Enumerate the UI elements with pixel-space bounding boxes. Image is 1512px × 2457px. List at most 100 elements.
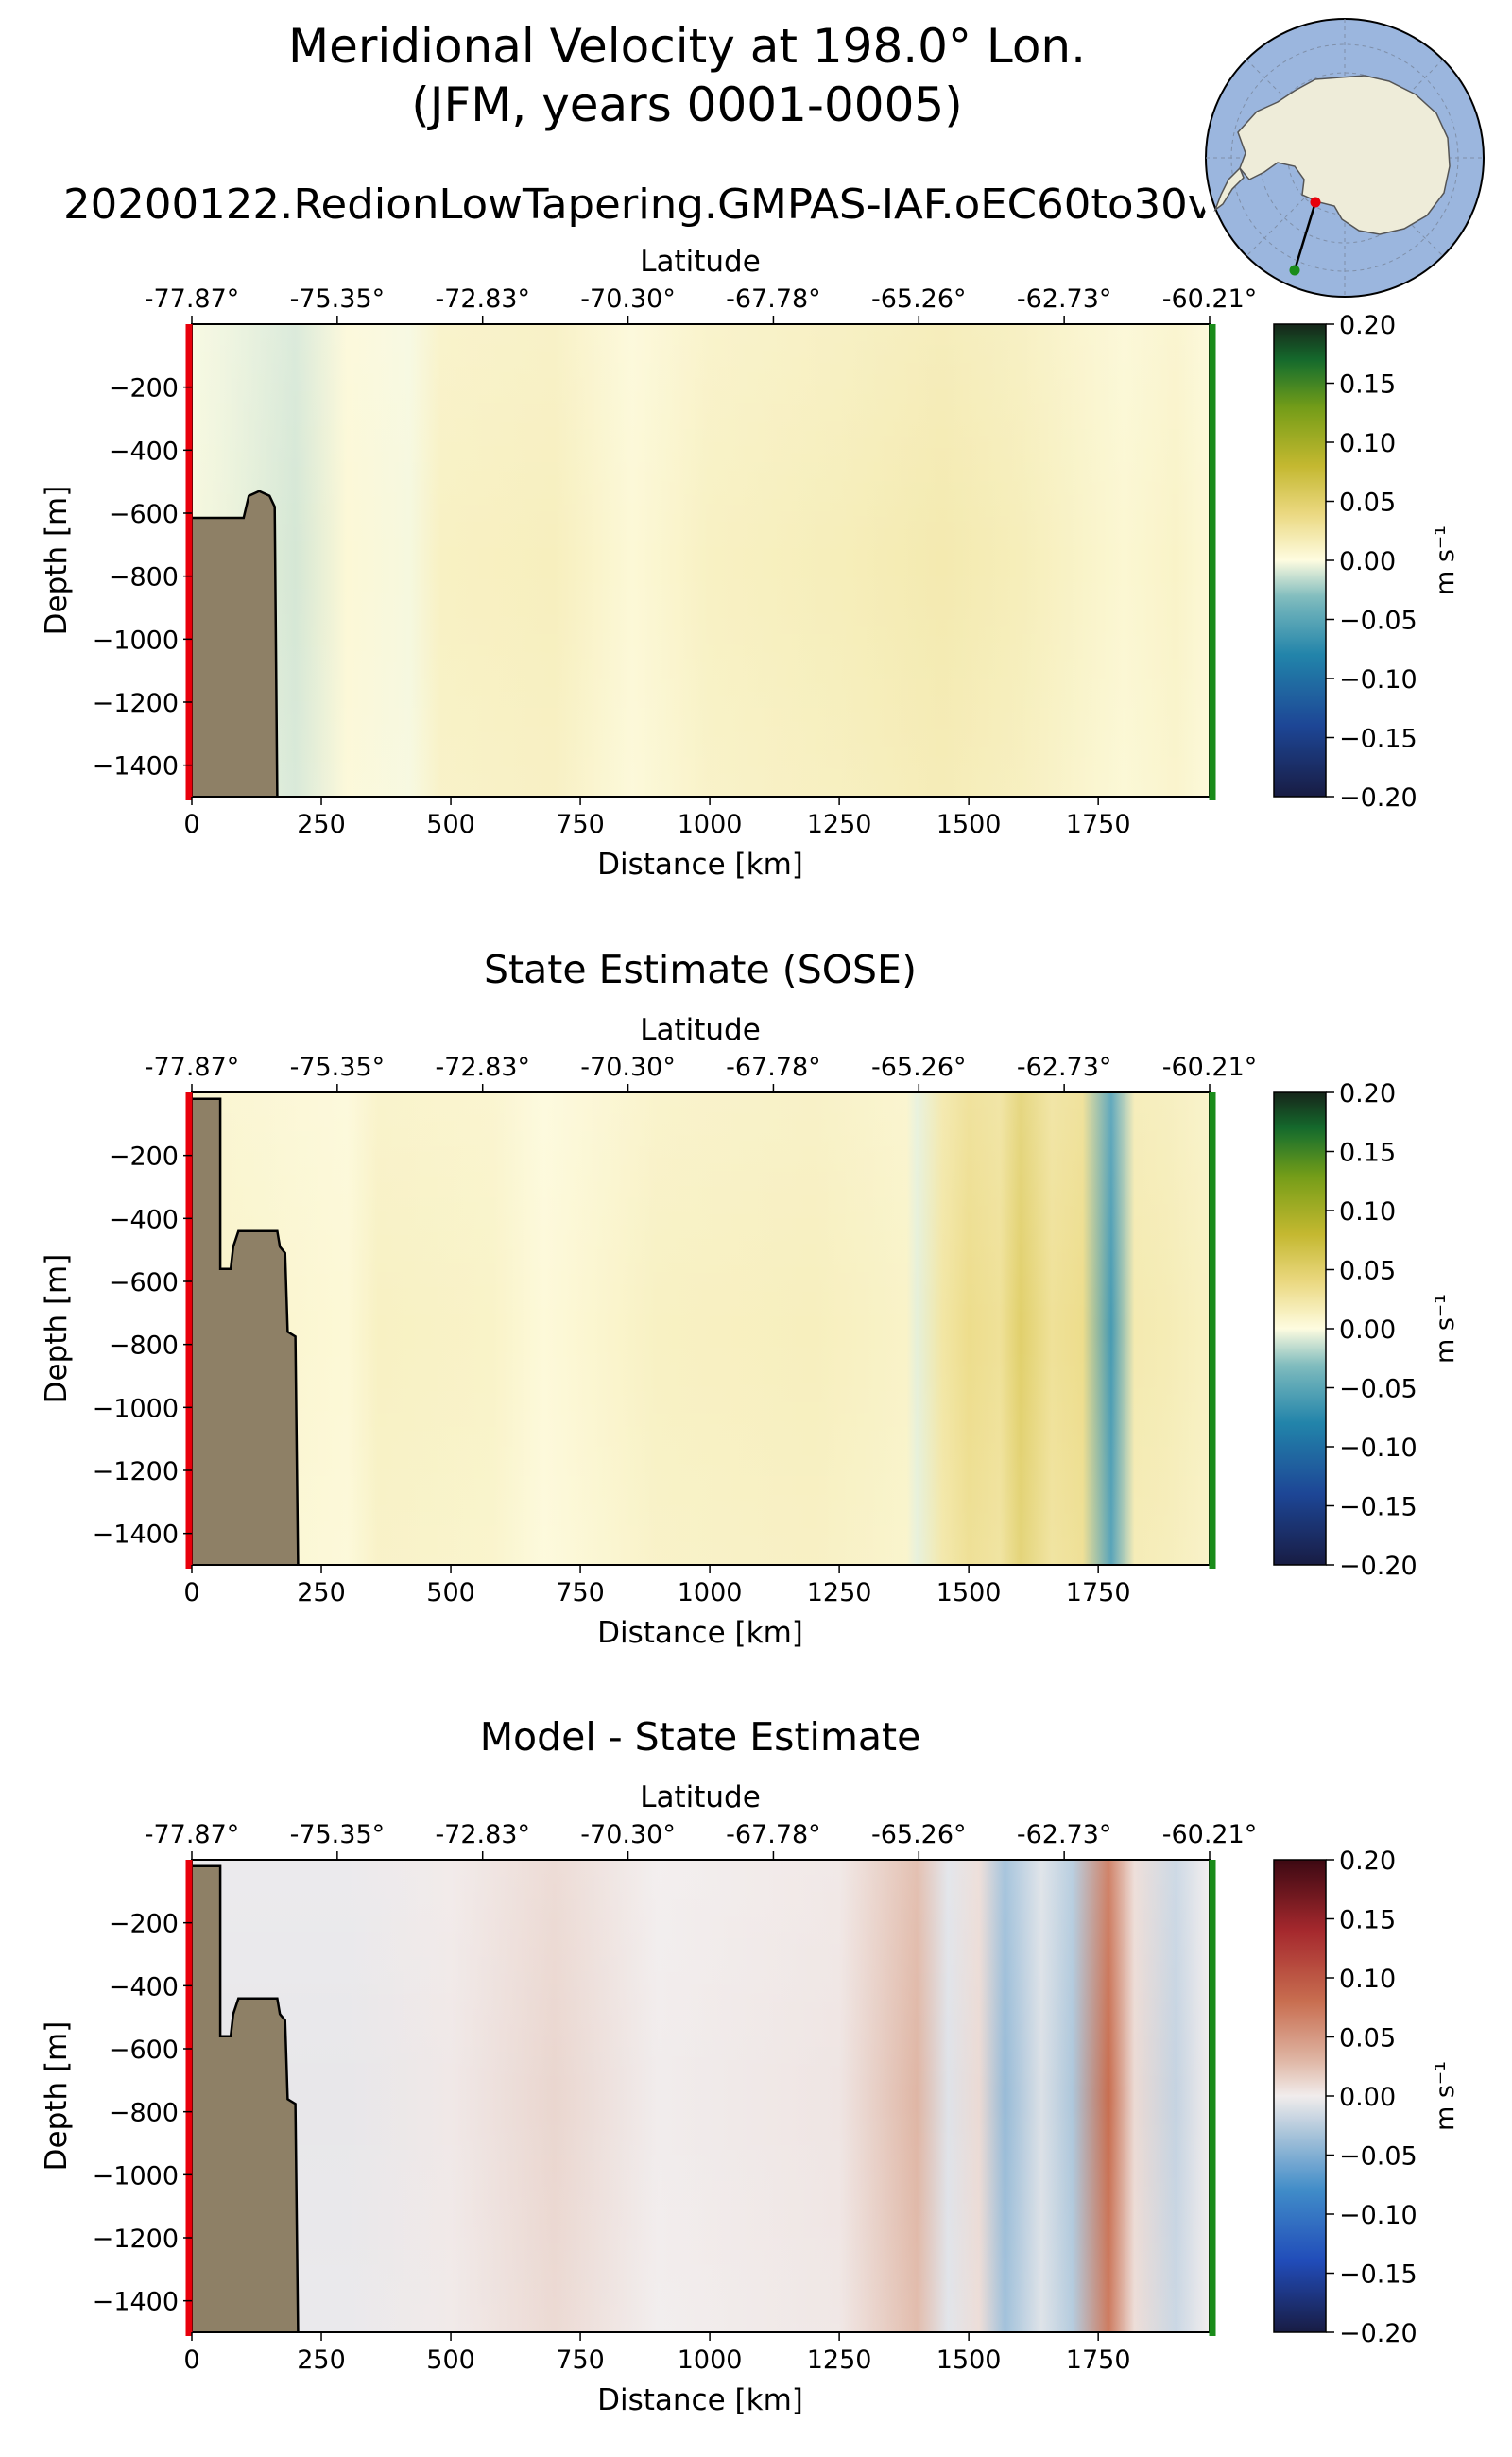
velocity-field-shading	[192, 324, 1210, 797]
y-tick-label: −200	[109, 1143, 179, 1172]
colorbar-tick-label: −0.20	[1339, 2319, 1418, 2348]
y-axis-label: Depth [m]	[40, 2021, 74, 2172]
x-tick-label: 750	[556, 1578, 605, 1607]
colorbar: 0.20 0.15 0.10 0.05 0.00 −0.05 −0.10 −0.15 −0.20…	[1273, 1847, 1460, 2348]
bathymetry-outline	[192, 490, 279, 798]
colorbar: 0.20 0.15 0.10 0.05 0.00 −0.05 −0.10 −0.15 −0.20…	[1273, 311, 1460, 813]
latitude-tick-label: -65.26°	[871, 1053, 967, 1082]
transect-start-marker	[1310, 197, 1321, 208]
x-axis-label: Distance [km]	[597, 2383, 803, 2417]
colorbar-tick-label: 0.00	[1339, 547, 1396, 576]
panel-title: Model - State Estimate	[480, 1714, 921, 1760]
y-axis-label: Depth [m]	[40, 486, 74, 636]
y-tick-label: −800	[109, 563, 179, 593]
x-tick-label: 1000	[678, 1578, 743, 1607]
latitude-axis-label: Latitude	[640, 245, 761, 279]
bathymetry-outline	[192, 1097, 300, 1566]
x-tick-label: 1750	[1066, 2345, 1131, 2375]
latitude-tick-label: -62.73°	[1017, 1053, 1112, 1082]
panel-title: State Estimate (SOSE)	[484, 947, 917, 992]
x-tick-label: 1250	[807, 810, 872, 839]
x-tick-label: 1750	[1066, 1578, 1131, 1607]
colorbar-tick-label: 0.05	[1339, 489, 1396, 518]
x-tick-label: 250	[297, 810, 346, 839]
inset-map	[1195, 9, 1494, 307]
colorbar-tick-label: 0.15	[1339, 370, 1396, 400]
latitude-tick-label: -65.26°	[871, 284, 967, 314]
latitude-tick-label: -72.83°	[435, 1820, 530, 1849]
y-tick-label: −600	[109, 500, 179, 529]
colorbar-tick-label: 0.15	[1339, 1139, 1396, 1168]
colorbar: 0.20 0.15 0.10 0.05 0.00 −0.05 −0.10 −0.15 −0.20…	[1273, 1079, 1460, 1581]
bathymetry	[192, 324, 278, 797]
colorbar-tick-label: 0.10	[1339, 1197, 1396, 1227]
bathymetry-outline	[192, 1864, 300, 2333]
y-tick-label: −400	[109, 437, 179, 466]
latitude-tick-label: -72.83°	[435, 1053, 530, 1082]
x-tick-label: 0	[183, 2345, 199, 2375]
colorbar-ramp	[1273, 1091, 1327, 1566]
latitude-tick-label: -60.21°	[1162, 1820, 1258, 1849]
y-tick-label: −1400	[93, 2288, 179, 2317]
colorbar-tick-label: −0.05	[1339, 1375, 1418, 1404]
latitude-tick-label: -65.26°	[871, 1820, 967, 1849]
colorbar-tick-label: 0.05	[1339, 1257, 1396, 1286]
latitude-axis-label: Latitude	[640, 1013, 761, 1047]
x-tick-label: 1750	[1066, 810, 1131, 839]
colorbar-tick-label: 0.00	[1339, 2083, 1396, 2112]
y-tick-label: −1400	[93, 1521, 179, 1550]
colorbar-tick-label: 0.20	[1339, 311, 1396, 340]
latitude-tick-label: -75.35°	[290, 284, 386, 314]
y-tick-label: −1200	[93, 1457, 179, 1486]
velocity-field-shading	[192, 1860, 1210, 2332]
x-tick-label: 250	[297, 2345, 346, 2375]
y-tick-label: −400	[109, 1205, 179, 1234]
y-tick-label: −1000	[93, 1394, 179, 1423]
colorbar-tick-label: 0.10	[1339, 1965, 1396, 1994]
colorbar-label: m s⁻¹	[1431, 525, 1460, 595]
velocity-field-shading	[192, 1092, 1210, 1565]
x-tick-label: 500	[426, 810, 475, 839]
colorbar-ramp	[1273, 323, 1327, 798]
y-tick-label: −600	[109, 1268, 179, 1297]
panel-3: Model - State Estimate 0 250 500 750 1000 1250…	[40, 1714, 1460, 2417]
colorbar-tick-label: −0.15	[1339, 725, 1418, 754]
latitude-axis-label: Latitude	[640, 1780, 761, 1814]
y-tick-label: −1400	[93, 752, 179, 782]
panels: 0 250 500 750 1000 1250 1500 1750 Distance [km] -…	[40, 245, 1460, 2417]
colorbar-tick-label: 0.20	[1339, 1079, 1396, 1108]
colorbar-tick-label: −0.10	[1339, 665, 1418, 695]
latitude-tick-label: -70.30°	[580, 1053, 676, 1082]
x-axis-label: Distance [km]	[597, 848, 803, 882]
x-tick-label: 1250	[807, 1578, 872, 1607]
colorbar-tick-label: −0.10	[1339, 1434, 1418, 1463]
latitude-tick-label: -62.73°	[1017, 1820, 1112, 1849]
y-tick-label: −1200	[93, 2225, 179, 2254]
y-tick-label: −600	[109, 2036, 179, 2065]
colorbar-tick-label: −0.05	[1339, 2142, 1418, 2172]
y-axis-label: Depth [m]	[40, 1254, 74, 1404]
panel-1: 0 250 500 750 1000 1250 1500 1750 Distance [km] -…	[40, 245, 1460, 882]
colorbar-tick-label: −0.20	[1339, 1552, 1418, 1581]
x-tick-label: 1250	[807, 2345, 872, 2375]
antarctica-shape	[1237, 75, 1451, 235]
y-tick-label: −1000	[93, 2161, 179, 2191]
colorbar-tick-label: 0.10	[1339, 429, 1396, 458]
latitude-tick-label: -75.35°	[290, 1053, 386, 1082]
x-tick-label: 250	[297, 1578, 346, 1607]
y-tick-label: −1000	[93, 626, 179, 655]
x-tick-label: 500	[426, 2345, 475, 2375]
x-tick-label: 0	[183, 1578, 199, 1607]
latitude-tick-label: -77.87°	[145, 284, 240, 314]
x-tick-label: 750	[556, 810, 605, 839]
x-tick-label: 500	[426, 1578, 475, 1607]
colorbar-ramp	[1273, 1859, 1327, 2333]
colorbar-tick-label: 0.15	[1339, 1906, 1396, 1935]
colorbar-tick-label: −0.15	[1339, 2260, 1418, 2290]
x-tick-label: 1000	[678, 2345, 743, 2375]
colorbar-tick-label: 0.00	[1339, 1315, 1396, 1345]
x-tick-label: 1500	[936, 1578, 1002, 1607]
figure-title-line2: (JFM, years 0001-0005)	[411, 77, 962, 132]
figure-title-line1: Meridional Velocity at 198.0° Lon.	[288, 19, 1086, 74]
latitude-tick-label: -70.30°	[580, 284, 676, 314]
